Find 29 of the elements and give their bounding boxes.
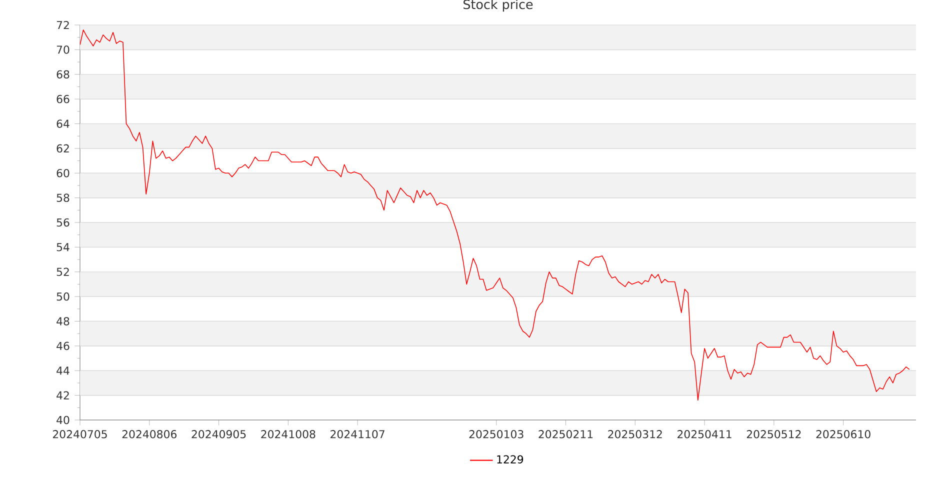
x-tick-label: 20250512 — [746, 430, 801, 438]
y-tick-label: 72 — [56, 20, 69, 30]
x-tick-label: 20250411 — [678, 430, 732, 438]
x-tick-label: 20240905 — [192, 430, 246, 438]
y-tick-label: 58 — [56, 194, 70, 202]
y-tick-label: 60 — [56, 168, 70, 178]
y-tick-label: 42 — [56, 391, 69, 400]
y-tick-label: 70 — [56, 46, 70, 54]
x-tick-label: 20250312 — [608, 430, 662, 438]
legend-label: 1229 — [497, 455, 524, 464]
y-tick-label: 52 — [56, 268, 69, 276]
x-tick-label: 20250211 — [538, 430, 593, 438]
y-tick-label: 44 — [56, 366, 70, 375]
y-tick-label: 48 — [56, 317, 70, 326]
y-tick-label: 54 — [56, 243, 70, 252]
y-tick-label: 56 — [56, 218, 70, 227]
y-tick-label: 46 — [56, 342, 70, 350]
x-tick-label: 20240806 — [122, 430, 177, 438]
x-tick-label: 20250610 — [816, 430, 870, 438]
y-tick-label: 66 — [56, 94, 70, 104]
x-tick-label: 20240705 — [52, 430, 107, 438]
x-tick-label: 20250103 — [469, 430, 524, 438]
y-tick-label: 68 — [56, 70, 70, 78]
y-tick-label: 64 — [56, 120, 70, 128]
x-tick-label: 20241008 — [261, 430, 316, 438]
x-tick-label: 20241107 — [330, 430, 384, 438]
y-tick-label: 50 — [56, 292, 70, 301]
y-tick-label: 62 — [56, 144, 69, 153]
y-tick-label: 40 — [56, 416, 70, 424]
